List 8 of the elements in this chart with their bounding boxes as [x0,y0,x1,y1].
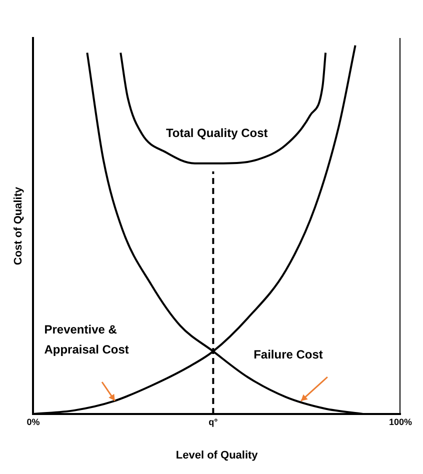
y-axis-title: Cost of Quality [12,186,25,266]
series-label: Total Quality Cost [166,126,268,140]
x-tick-label: 100% [388,416,412,427]
text: Preventive & Appraisal Cost [44,322,129,357]
x-axis-title: Level of Quality [176,449,259,462]
x-tick-label: 0% [26,416,40,427]
series-label: Failure Cost [254,347,323,362]
x-tick-label: q° [208,416,218,427]
